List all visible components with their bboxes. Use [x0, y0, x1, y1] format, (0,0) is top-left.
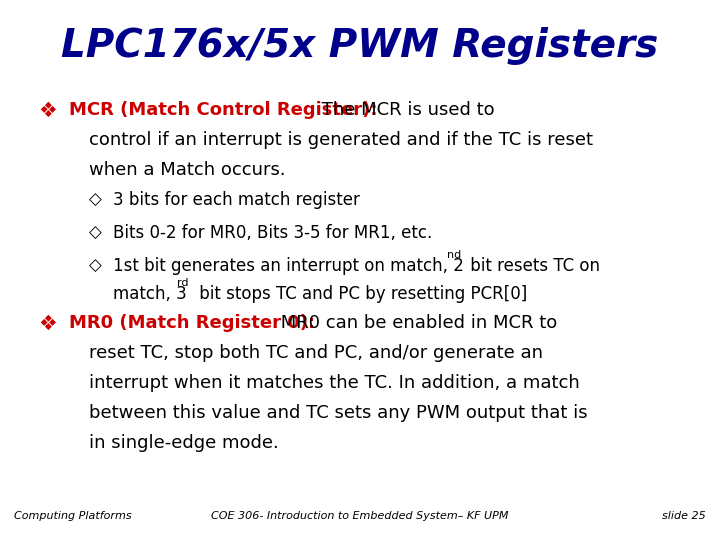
Text: in single-edge mode.: in single-edge mode. — [89, 434, 279, 451]
Text: The MCR is used to: The MCR is used to — [316, 101, 495, 119]
Text: match, 3: match, 3 — [113, 285, 186, 303]
Text: ❖: ❖ — [39, 314, 58, 334]
Text: COE 306- Introduction to Embedded System– KF UPM: COE 306- Introduction to Embedded System… — [211, 511, 509, 521]
Text: bit resets TC on: bit resets TC on — [465, 257, 600, 275]
Text: 1st bit generates an interrupt on match, 2: 1st bit generates an interrupt on match,… — [113, 257, 464, 275]
Text: ❖: ❖ — [39, 101, 58, 121]
Text: when a Match occurs.: when a Match occurs. — [89, 161, 286, 179]
Text: rd: rd — [177, 278, 189, 288]
Text: between this value and TC sets any PWM output that is: between this value and TC sets any PWM o… — [89, 404, 588, 422]
Text: bit stops TC and PC by resetting PCR[0]: bit stops TC and PC by resetting PCR[0] — [194, 285, 528, 303]
Text: Bits 0-2 for MR0, Bits 3-5 for MR1, etc.: Bits 0-2 for MR0, Bits 3-5 for MR1, etc. — [113, 224, 432, 242]
Text: 3 bits for each match register: 3 bits for each match register — [113, 191, 360, 209]
Text: MR0 (Match Register 0):: MR0 (Match Register 0): — [69, 314, 315, 332]
Text: interrupt when it matches the TC. In addition, a match: interrupt when it matches the TC. In add… — [89, 374, 580, 391]
Text: ◇: ◇ — [89, 191, 102, 209]
Text: reset TC, stop both TC and PC, and/or generate an: reset TC, stop both TC and PC, and/or ge… — [89, 344, 544, 362]
Text: ◇: ◇ — [89, 224, 102, 242]
Text: LPC176x/5x PWM Registers: LPC176x/5x PWM Registers — [61, 27, 659, 65]
Text: control if an interrupt is generated and if the TC is reset: control if an interrupt is generated and… — [89, 131, 593, 149]
Text: Computing Platforms: Computing Platforms — [14, 511, 132, 521]
Text: ◇: ◇ — [89, 257, 102, 275]
Text: nd: nd — [447, 249, 462, 260]
Text: MCR (Match Control Register):: MCR (Match Control Register): — [69, 101, 377, 119]
Text: slide 25: slide 25 — [662, 511, 706, 521]
Text: MR0 can be enabled in MCR to: MR0 can be enabled in MCR to — [275, 314, 558, 332]
